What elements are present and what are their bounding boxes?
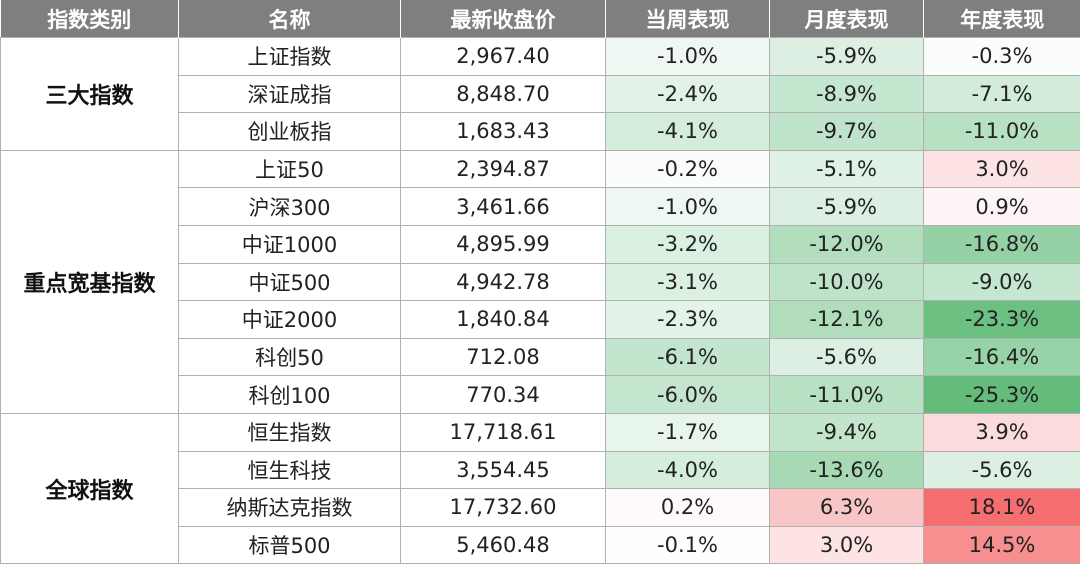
category-cell: 全球指数 [1,413,179,563]
close-price-cell: 3,461.66 [401,188,606,226]
yearly-performance-cell: 18.1% [924,489,1080,527]
index-name-cell: 纳斯达克指数 [179,489,401,527]
category-cell: 三大指数 [1,38,179,151]
weekly-performance-cell: -2.4% [606,75,770,113]
close-price-cell: 2,967.40 [401,38,606,76]
weekly-performance-cell: -1.0% [606,188,770,226]
weekly-performance-cell: -0.2% [606,150,770,188]
weekly-performance-cell: -1.0% [606,38,770,76]
close-price-cell: 5,460.48 [401,526,606,564]
weekly-performance-cell: -1.7% [606,413,770,451]
yearly-performance-cell: -9.0% [924,263,1080,301]
yearly-performance-cell: -25.3% [924,376,1080,414]
monthly-performance-cell: -5.6% [770,338,924,376]
monthly-performance-cell: -5.1% [770,150,924,188]
index-name-cell: 中证2000 [179,301,401,339]
monthly-performance-cell: -5.9% [770,188,924,226]
monthly-performance-cell: -9.4% [770,413,924,451]
close-price-cell: 1,683.43 [401,113,606,151]
close-price-cell: 17,732.60 [401,489,606,527]
yearly-performance-cell: 14.5% [924,526,1080,564]
monthly-performance-cell: -13.6% [770,451,924,489]
yearly-performance-cell: 0.9% [924,188,1080,226]
index-name-cell: 上证50 [179,150,401,188]
monthly-performance-cell: -5.9% [770,38,924,76]
index-name-cell: 中证500 [179,263,401,301]
monthly-performance-cell: 3.0% [770,526,924,564]
weekly-performance-cell: 0.2% [606,489,770,527]
monthly-performance-cell: 6.3% [770,489,924,527]
weekly-performance-cell: -6.1% [606,338,770,376]
header-name: 名称 [179,0,401,38]
index-name-cell: 沪深300 [179,188,401,226]
index-name-cell: 标普500 [179,526,401,564]
monthly-performance-cell: -12.0% [770,225,924,263]
category-cell: 重点宽基指数 [1,150,179,413]
weekly-performance-cell: -3.1% [606,263,770,301]
yearly-performance-cell: -11.0% [924,113,1080,151]
header-year: 年度表现 [924,0,1080,38]
yearly-performance-cell: 3.9% [924,413,1080,451]
index-name-cell: 科创100 [179,376,401,414]
header-month: 月度表现 [770,0,924,38]
close-price-cell: 4,895.99 [401,225,606,263]
close-price-cell: 8,848.70 [401,75,606,113]
monthly-performance-cell: -9.7% [770,113,924,151]
close-price-cell: 712.08 [401,338,606,376]
weekly-performance-cell: -2.3% [606,301,770,339]
yearly-performance-cell: -16.8% [924,225,1080,263]
weekly-performance-cell: -3.2% [606,225,770,263]
header-close: 最新收盘价 [401,0,606,38]
header-row: 指数类别 名称 最新收盘价 当周表现 月度表现 年度表现 [1,0,1080,38]
index-name-cell: 深证成指 [179,75,401,113]
monthly-performance-cell: -12.1% [770,301,924,339]
index-name-cell: 创业板指 [179,113,401,151]
close-price-cell: 770.34 [401,376,606,414]
yearly-performance-cell: -16.4% [924,338,1080,376]
close-price-cell: 2,394.87 [401,150,606,188]
yearly-performance-cell: -23.3% [924,301,1080,339]
close-price-cell: 17,718.61 [401,413,606,451]
yearly-performance-cell: -5.6% [924,451,1080,489]
yearly-performance-cell: -0.3% [924,38,1080,76]
header-category: 指数类别 [1,0,179,38]
weekly-performance-cell: -4.0% [606,451,770,489]
header-week: 当周表现 [606,0,770,38]
index-name-cell: 中证1000 [179,225,401,263]
index-name-cell: 恒生指数 [179,413,401,451]
yearly-performance-cell: -7.1% [924,75,1080,113]
close-price-cell: 3,554.45 [401,451,606,489]
monthly-performance-cell: -10.0% [770,263,924,301]
index-name-cell: 恒生科技 [179,451,401,489]
yearly-performance-cell: 3.0% [924,150,1080,188]
weekly-performance-cell: -0.1% [606,526,770,564]
monthly-performance-cell: -11.0% [770,376,924,414]
weekly-performance-cell: -4.1% [606,113,770,151]
index-name-cell: 科创50 [179,338,401,376]
index-name-cell: 上证指数 [179,38,401,76]
weekly-performance-cell: -6.0% [606,376,770,414]
close-price-cell: 4,942.78 [401,263,606,301]
close-price-cell: 1,840.84 [401,301,606,339]
monthly-performance-cell: -8.9% [770,75,924,113]
